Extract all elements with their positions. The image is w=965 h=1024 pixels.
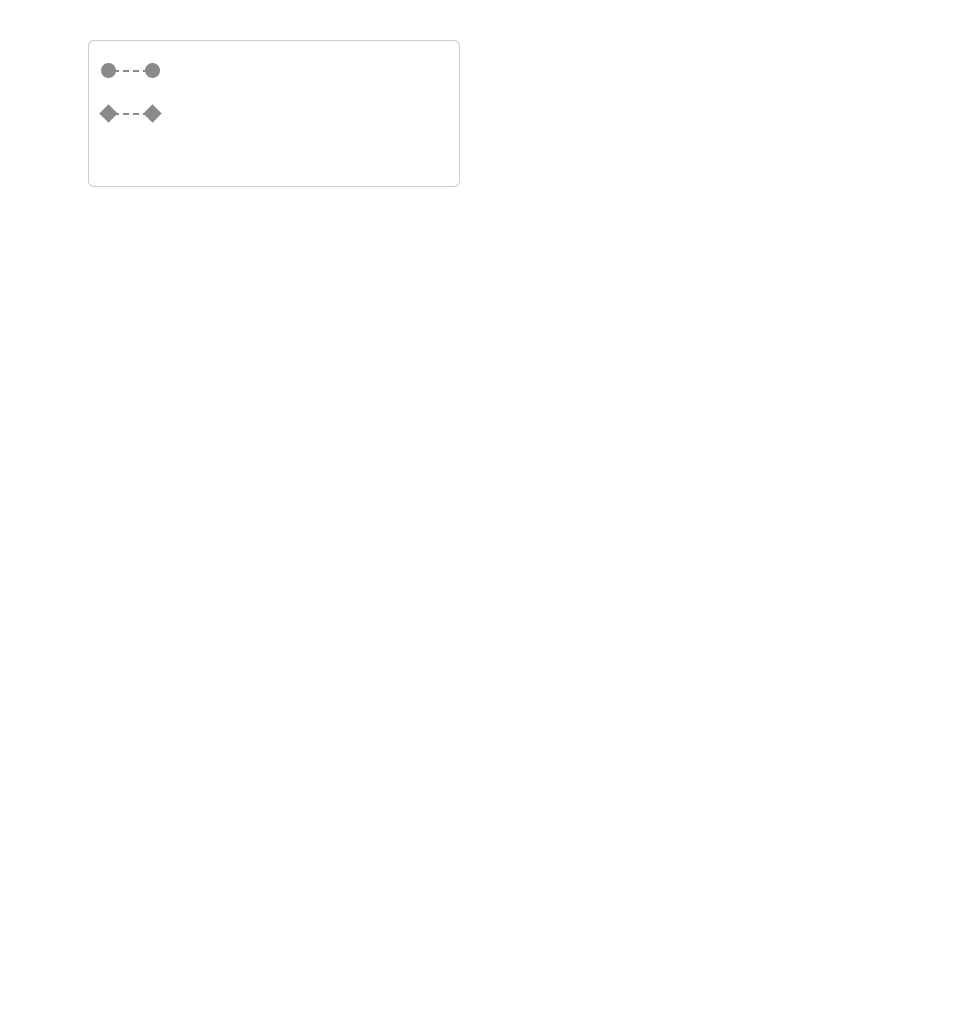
wide-binary-diamond-pair-icon: [99, 101, 163, 127]
rainbow-sequence-icon: [101, 144, 163, 170]
legend-row-class-f: [99, 92, 449, 135]
legend-row-sequences: [101, 135, 449, 178]
legend: [88, 40, 460, 187]
wide-binary-circle-pair-icon: [101, 58, 163, 84]
legend-row-class-s: [101, 49, 449, 92]
